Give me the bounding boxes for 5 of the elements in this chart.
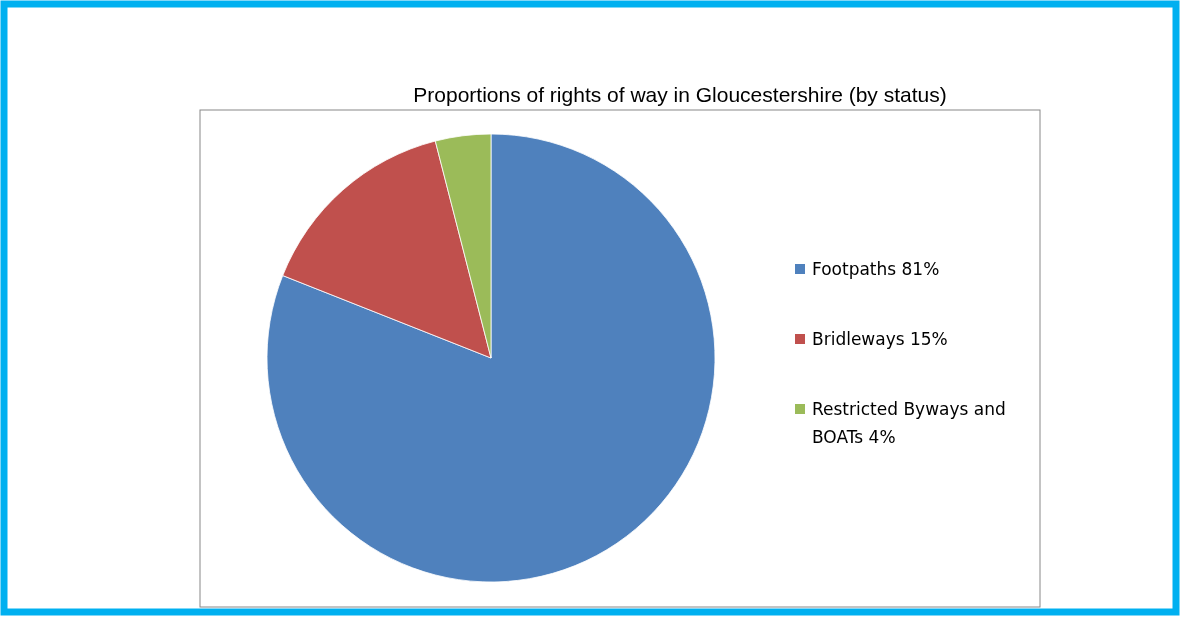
legend-label: Bridleways 15% bbox=[812, 329, 948, 349]
chart-title: Proportions of rights of way in Gloucestershire (by status) bbox=[413, 83, 947, 106]
legend-label: Restricted Byways and BOATs 4% bbox=[812, 399, 1006, 447]
pie-slice bbox=[266, 133, 716, 583]
legend-label: Footpaths 81% bbox=[812, 259, 940, 279]
